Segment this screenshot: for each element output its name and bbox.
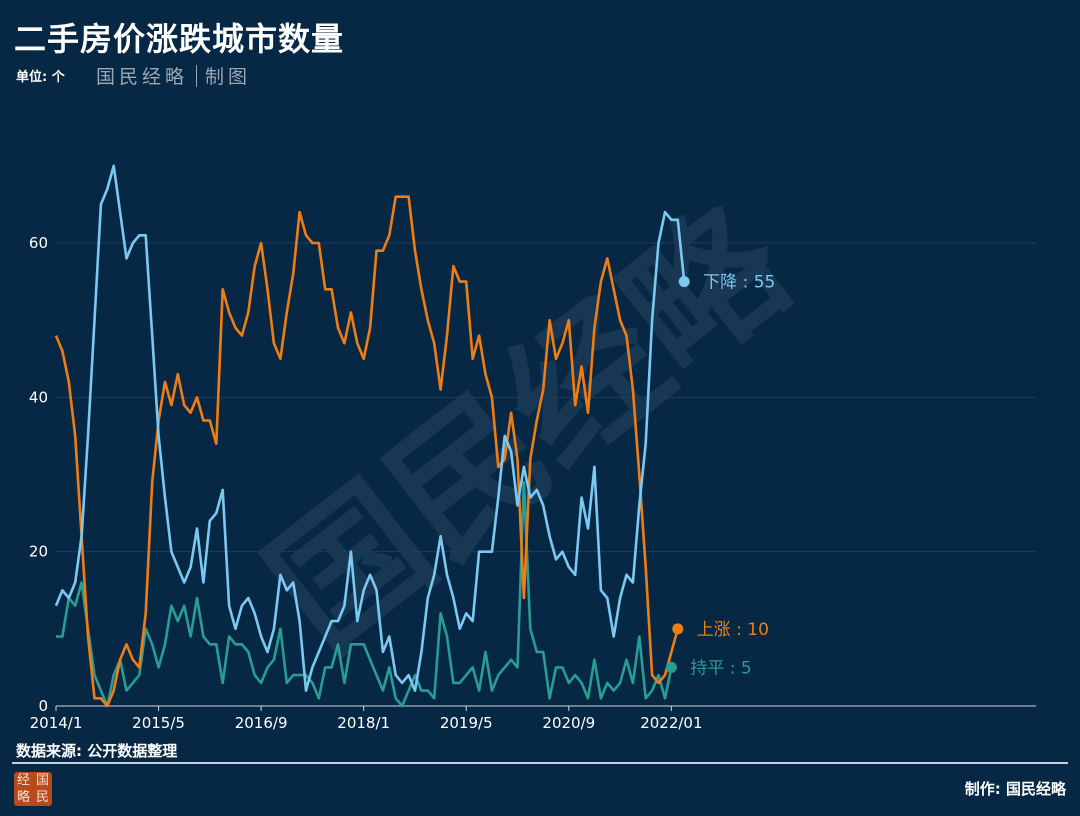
y-axis-ticks: 0 20 40 60	[29, 234, 48, 715]
brand-byline: 国民经略 制图	[96, 62, 251, 89]
x-tick-label: 2022/01	[640, 714, 702, 732]
x-axis-ticks: 2014/1 2015/5 2016/9 2018/1 2019/5 2020/9 2022…	[30, 706, 703, 732]
page-title: 二手房价涨跌城市数量	[14, 20, 345, 58]
end-marker-flat	[665, 661, 677, 673]
series-line-up	[54, 195, 680, 708]
end-marker-up	[672, 623, 684, 635]
y-tick-label: 40	[29, 388, 48, 406]
end-label-flat: 持平 : 5	[690, 658, 751, 678]
logo-char: 国	[35, 773, 49, 788]
x-tick-label: 2016/9	[235, 714, 288, 732]
end-marker-down	[678, 276, 690, 288]
end-label-down: 下降 : 55	[703, 273, 775, 293]
footer-divider	[12, 762, 1068, 764]
unit-label: 单位: 个	[16, 70, 65, 85]
brand-divider	[196, 65, 198, 87]
x-tick-label: 2020/9	[542, 714, 595, 732]
series-end-markers: 持平 : 5 上涨 : 10 下降 : 55	[665, 273, 775, 678]
x-tick-label: 2019/5	[440, 714, 493, 732]
y-tick-label: 0	[38, 697, 48, 715]
logo-char: 经	[16, 773, 30, 788]
x-tick-label: 2015/5	[132, 714, 185, 732]
credit-label: 制作: 国民经略	[964, 780, 1066, 798]
y-tick-label: 20	[29, 543, 48, 561]
series-lines	[54, 164, 686, 708]
series-line-flat	[56, 480, 673, 708]
end-label-up: 上涨 : 10	[697, 620, 769, 640]
brand-suffix: 制图	[205, 66, 252, 88]
logo-char: 略	[16, 790, 30, 805]
y-tick-label: 60	[29, 234, 48, 252]
brand-logo-seal: 经 国 略 民	[14, 772, 52, 806]
brand-name: 国民经略	[96, 66, 189, 88]
data-source: 数据来源: 公开数据整理	[16, 742, 178, 760]
logo-char: 民	[35, 790, 49, 805]
series-line-down	[54, 164, 686, 692]
x-tick-label: 2018/1	[337, 714, 390, 732]
x-tick-label: 2014/1	[30, 714, 83, 732]
